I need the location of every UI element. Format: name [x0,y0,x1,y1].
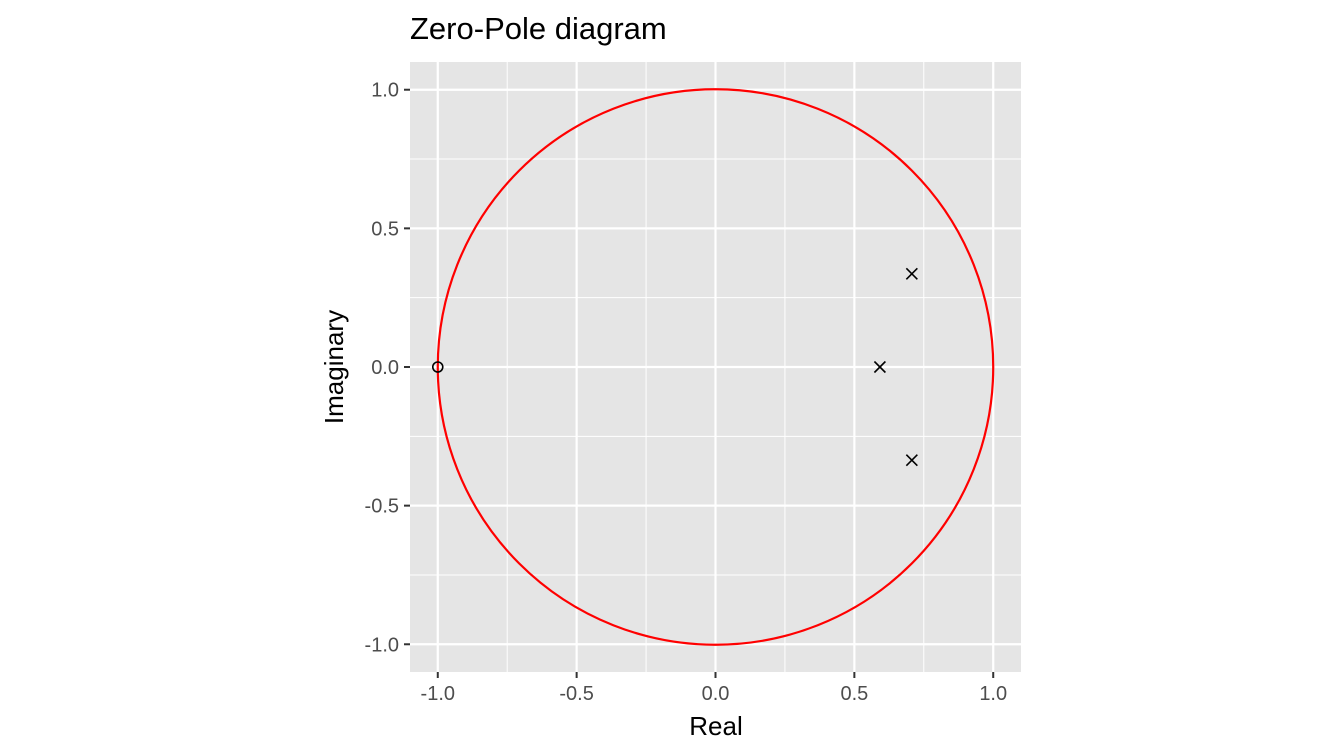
x-axis: -1.0 -0.5 0.0 0.5 1.0 [421,672,1007,705]
x-tick-label: 0.0 [702,683,730,705]
y-axis: -1.0 -0.5 0.0 0.5 1.0 [365,80,410,656]
y-tick-label: 0.0 [371,357,399,379]
unit-circle [436,88,995,646]
zeros-layer [431,361,444,373]
x-tick-label: 0.5 [840,683,868,705]
chart-title: Zero-Pole diagram [410,11,667,46]
x-tick-label: -1.0 [421,683,455,705]
zero-marker [431,361,444,373]
y-tick-label: -0.5 [365,496,399,518]
y-tick-label: -1.0 [365,634,399,656]
x-axis-title: Real [689,711,742,741]
poles-layer [873,267,918,467]
y-axis-title: Imaginary [319,310,349,424]
pole-marker [905,454,918,467]
pole-marker [905,267,918,280]
pole-marker [873,360,886,374]
y-tick-label: 0.5 [371,218,399,240]
x-tick-label: 1.0 [979,683,1007,705]
y-tick-label: 1.0 [371,80,399,102]
x-tick-label: -0.5 [559,683,593,705]
